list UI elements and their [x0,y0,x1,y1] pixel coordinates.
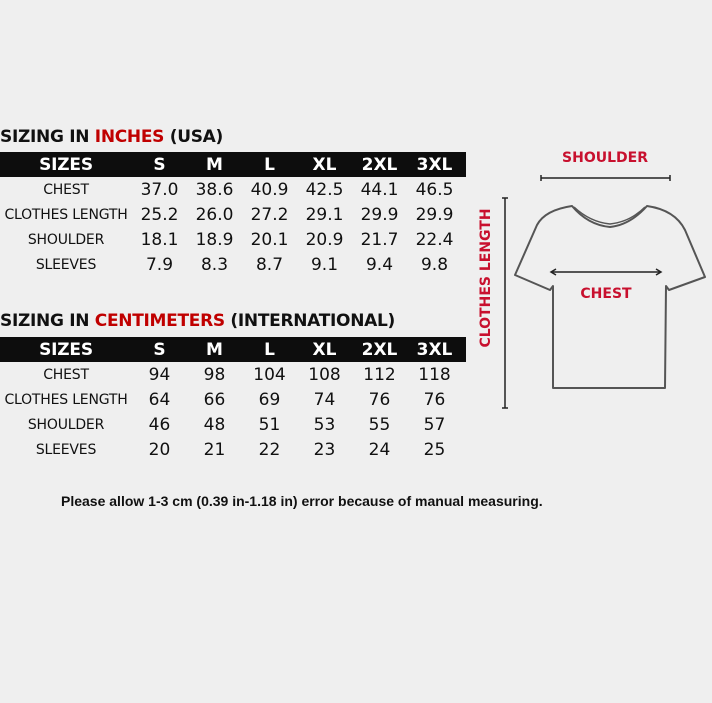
value-cell: 8.3 [200,254,229,275]
value-cell: 22 [258,439,281,460]
value-cell: 94 [148,364,171,385]
header-cell: SIZES [39,154,93,175]
header-cell: 3XL [416,339,453,360]
value-cell: 25.2 [140,204,179,225]
table-row: SLEEVES 20 21 22 23 24 25 [0,437,466,462]
value-cell: 8.7 [255,254,284,275]
value-cell: 38.6 [195,179,234,200]
header-cell: 2XL [361,339,398,360]
value-cell: 24 [368,439,391,460]
value-cell: 25 [423,439,446,460]
value-cell: 22.4 [415,229,454,250]
value-cell: 118 [418,364,451,385]
length-measure-line [502,197,508,409]
inches-table: SIZES S M L XL 2XL 3XL CHEST 37.0 38.6 40.9 42.5 44.… [0,152,466,277]
row-label: SLEEVES [35,441,97,458]
value-cell: 69 [258,389,281,410]
value-cell: 51 [258,414,281,435]
header-cell: XL [312,154,337,175]
value-cell: 76 [423,389,446,410]
header-cell: L [264,154,275,175]
value-cell: 66 [203,389,226,410]
chest-label: CHEST [580,286,632,302]
row-label: CHEST [43,181,89,198]
value-cell: 27.2 [250,204,289,225]
value-cell: 46.5 [415,179,454,200]
measurement-note: Please allow 1-3 cm (0.39 in-1.18 in) er… [61,493,543,509]
value-cell: 20 [148,439,171,460]
value-cell: 55 [368,414,391,435]
value-cell: 57 [423,414,446,435]
row-label: CLOTHES LENGTH [4,391,128,408]
table-row: CHEST 37.0 38.6 40.9 42.5 44.1 46.5 [0,177,466,202]
table-row: SHOULDER 18.1 18.9 20.1 20.9 21.7 22.4 [0,227,466,252]
header-cell: L [264,339,275,360]
value-cell: 26.0 [195,204,234,225]
table-row: SLEEVES 7.9 8.3 8.7 9.1 9.4 9.8 [0,252,466,277]
row-label: SHOULDER [27,231,105,248]
value-cell: 20.9 [305,229,344,250]
value-cell: 64 [148,389,171,410]
table-row: SHOULDER 46 48 51 53 55 57 [0,412,466,437]
value-cell: 40.9 [250,179,289,200]
header-cell: 2XL [361,154,398,175]
header-cell: S [153,154,166,175]
shoulder-measure-line [540,175,671,181]
value-cell: 29.9 [360,204,399,225]
value-cell: 74 [313,389,336,410]
value-cell: 18.1 [140,229,179,250]
value-cell: 104 [253,364,286,385]
value-cell: 21 [203,439,226,460]
tshirt-outline [514,205,706,389]
value-cell: 18.9 [195,229,234,250]
row-label: CLOTHES LENGTH [4,206,128,223]
value-cell: 108 [308,364,341,385]
centimeters-table: SIZES S M L XL 2XL 3XL CHEST 94 98 104 108 112 118 CLO… [0,337,466,462]
header-cell: SIZES [39,339,93,360]
value-cell: 46 [148,414,171,435]
value-cell: 37.0 [140,179,179,200]
value-cell: 7.9 [145,254,174,275]
table-header: SIZES S M L XL 2XL 3XL [0,152,466,177]
table-header: SIZES S M L XL 2XL 3XL [0,337,466,362]
header-cell: S [153,339,166,360]
value-cell: 53 [313,414,336,435]
value-cell: 29.1 [305,204,344,225]
chest-measure-arrow [549,268,663,276]
header-cell: 3XL [416,154,453,175]
value-cell: 76 [368,389,391,410]
value-cell: 9.8 [420,254,449,275]
value-cell: 44.1 [360,179,399,200]
value-cell: 42.5 [305,179,344,200]
inches-title: SIZING IN INCHES (USA) [0,127,223,147]
header-cell: M [206,339,223,360]
header-cell: M [206,154,223,175]
row-label: SHOULDER [27,416,105,433]
header-cell: XL [312,339,337,360]
row-label: CHEST [43,366,89,383]
row-label: SLEEVES [35,256,97,273]
value-cell: 98 [203,364,226,385]
shoulder-label: SHOULDER [562,150,648,166]
value-cell: 9.4 [365,254,394,275]
value-cell: 23 [313,439,336,460]
value-cell: 20.1 [250,229,289,250]
table-row: CLOTHES LENGTH 25.2 26.0 27.2 29.1 29.9 29.9 [0,202,466,227]
value-cell: 9.1 [310,254,339,275]
centimeters-title: SIZING IN CENTIMETERS (INTERNATIONAL) [0,311,395,331]
clothes-length-label: CLOTHES LENGTH [478,208,494,347]
table-row: CLOTHES LENGTH 64 66 69 74 76 76 [0,387,466,412]
value-cell: 21.7 [360,229,399,250]
value-cell: 29.9 [415,204,454,225]
value-cell: 48 [203,414,226,435]
table-row: CHEST 94 98 104 108 112 118 [0,362,466,387]
value-cell: 112 [363,364,396,385]
